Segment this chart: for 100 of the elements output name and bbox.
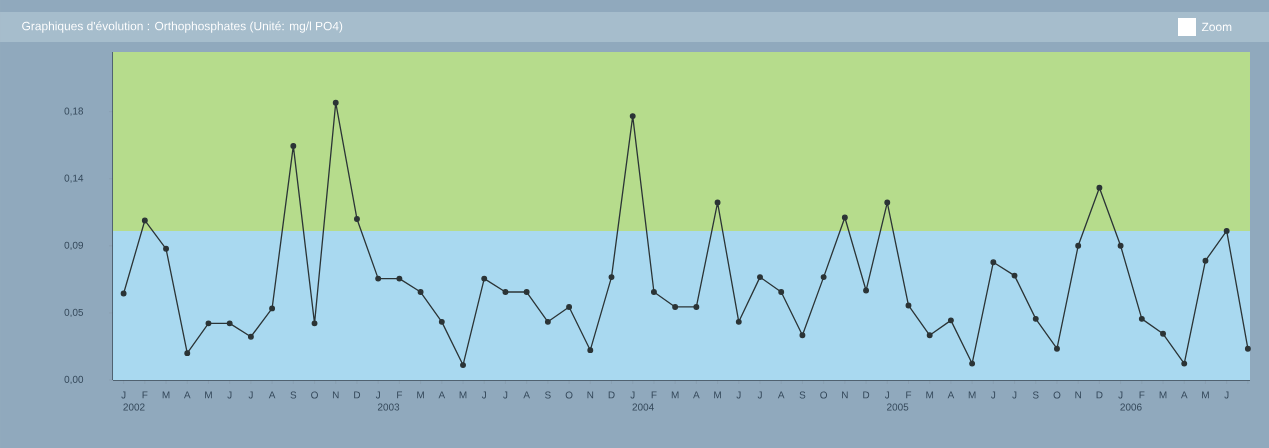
x-tick-label: M [205, 391, 212, 399]
x-tick-label: D [863, 391, 870, 399]
point [396, 275, 403, 282]
x-tick-label: M [1202, 391, 1209, 399]
point [481, 275, 488, 282]
point [354, 216, 360, 222]
y-tick-label: 0,18 [64, 107, 84, 116]
point [608, 274, 615, 281]
y-tick-label: 0,14 [64, 174, 84, 183]
x-tick-label: J [757, 391, 762, 399]
x-tick-label: S [1032, 391, 1039, 399]
point [184, 350, 191, 357]
x-tick-label: A [268, 391, 276, 399]
point [969, 360, 976, 367]
point [438, 318, 445, 325]
point [693, 303, 700, 310]
x-tick-label: J [630, 391, 635, 399]
x-tick-label: J [736, 391, 741, 399]
x-tick-label: D [1096, 391, 1103, 399]
text: 2006 [1120, 403, 1142, 411]
point [417, 289, 424, 295]
x-tick-label: J [121, 391, 126, 399]
x-tick-label: A [947, 391, 955, 399]
point [523, 289, 530, 295]
point [332, 99, 339, 106]
point [799, 332, 806, 339]
point [587, 347, 594, 354]
x-tick-label: S [799, 391, 806, 399]
x-tick-label: M [968, 391, 976, 399]
x-tick-label: M [671, 391, 679, 399]
x-tick-label: A [1180, 391, 1188, 399]
x-tick-label: M [926, 391, 934, 399]
point [629, 113, 636, 120]
point [141, 217, 148, 224]
point [884, 199, 891, 206]
text: 2005 [887, 403, 909, 411]
point [311, 320, 318, 327]
x-tick-label: N [332, 391, 339, 399]
point [1181, 360, 1188, 367]
x-tick-label: A [777, 391, 785, 399]
x-tick-label: N [842, 391, 848, 399]
point [905, 302, 912, 309]
point [947, 317, 954, 324]
x-tick-label: J [1118, 391, 1123, 399]
x-tick-label: D [354, 391, 361, 399]
x-tick-label: S [545, 391, 551, 399]
point [1244, 345, 1251, 352]
x-tick-label: A [183, 391, 191, 399]
x-tick-label: J [481, 391, 486, 399]
x-tick-label: J [991, 391, 996, 399]
point [1096, 184, 1103, 191]
point [1138, 315, 1145, 322]
point [226, 320, 233, 327]
point [990, 259, 997, 266]
x-tick-label: M [1159, 391, 1167, 399]
x-tick-label: J [1012, 391, 1017, 399]
point [1054, 345, 1060, 352]
point [1032, 315, 1039, 322]
x-tick-label: J [503, 391, 508, 399]
point [163, 245, 169, 252]
x-tick-label: A [523, 391, 530, 399]
x-tick-label: J [375, 391, 380, 399]
x-tick-label: J [1224, 391, 1229, 399]
point [714, 199, 721, 206]
point [926, 332, 933, 339]
x-tick-label: J [248, 391, 253, 399]
x-tick-label: O [1053, 391, 1061, 399]
point [1075, 242, 1082, 249]
text: 2003 [377, 403, 400, 411]
text: 2004 [632, 403, 654, 411]
x-tick-label: M [714, 391, 721, 399]
x-tick-label: J [227, 391, 232, 399]
point [566, 303, 573, 310]
x-tick-label: F [1139, 391, 1145, 399]
point [120, 290, 127, 297]
point [1160, 330, 1166, 337]
x-tick-label: F [651, 391, 657, 399]
point [820, 274, 827, 281]
x-tick-label: O [311, 391, 318, 399]
point [502, 289, 509, 295]
point [672, 303, 679, 310]
point [841, 214, 848, 221]
point [1223, 227, 1230, 234]
x-tick-label: O [565, 391, 573, 399]
chart-title: Graphiques d'évolution : Orthophosphates (Unité: mg/l PO4) [22, 21, 343, 33]
y-tick-label: 0,00 [64, 375, 84, 385]
point [1117, 242, 1124, 249]
text: 2002 [123, 403, 145, 411]
x-tick-label: F [906, 391, 912, 399]
x-tick-label: J [884, 391, 890, 399]
x-tick-label: M [417, 391, 424, 399]
y-tick-label: 0,09 [64, 241, 84, 250]
point [544, 318, 551, 325]
point [1011, 272, 1018, 279]
point [735, 318, 742, 325]
point [247, 333, 254, 340]
point [460, 362, 466, 369]
point [269, 305, 276, 312]
x-tick-label: O [820, 391, 828, 399]
point [290, 142, 297, 149]
